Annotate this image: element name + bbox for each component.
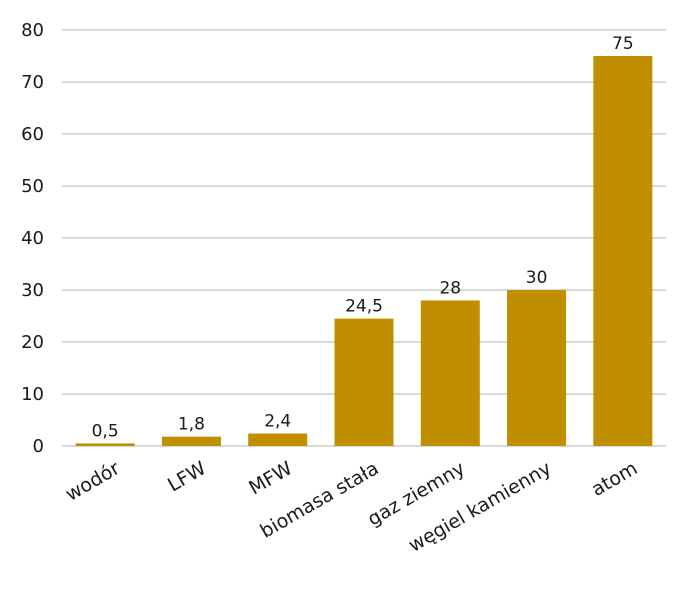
bar-0 (75, 443, 135, 446)
data-labels: 0,5 1,8 2,4 24,5 28 30 75 (92, 34, 634, 441)
bar-1 (161, 436, 221, 446)
x-category-label-1: LFW (164, 457, 210, 496)
bars (75, 56, 653, 446)
bar-6 (593, 56, 653, 446)
bar-4 (420, 300, 480, 446)
y-axis-tick-labels: 0 10 20 30 40 50 60 70 80 (21, 20, 44, 457)
y-tick-label-10: 10 (21, 384, 44, 405)
data-label-6: 75 (612, 34, 634, 54)
y-tick-label-40: 40 (21, 228, 44, 249)
y-tick-label-50: 50 (21, 176, 44, 197)
data-label-4: 28 (439, 278, 461, 298)
x-category-label-5: węgiel kamienny (405, 457, 555, 556)
x-category-label-6: atom (588, 457, 642, 501)
bar-3 (334, 318, 394, 446)
x-category-label-2: MFW (245, 457, 296, 499)
data-label-1: 1,8 (178, 415, 205, 435)
y-tick-label-80: 80 (21, 20, 44, 41)
data-label-0: 0,5 (92, 421, 119, 441)
y-tick-label-70: 70 (21, 72, 44, 93)
bar-5 (507, 290, 567, 446)
y-tick-label-60: 60 (21, 124, 44, 145)
y-tick-label-30: 30 (21, 280, 44, 301)
y-tick-label-20: 20 (21, 332, 44, 353)
data-label-5: 30 (526, 268, 548, 288)
data-label-2: 2,4 (264, 412, 291, 432)
bar-2 (248, 433, 308, 446)
gridlines (62, 29, 666, 447)
data-label-3: 24,5 (345, 297, 383, 317)
x-category-label-0: wodór (62, 457, 124, 505)
y-tick-label-0: 0 (33, 436, 44, 457)
